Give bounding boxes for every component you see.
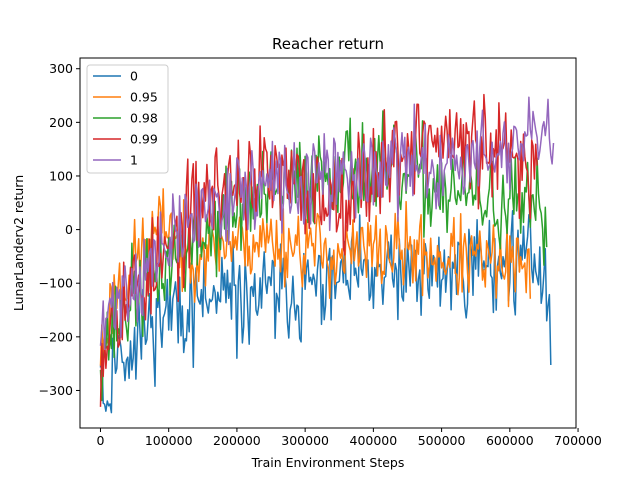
series-line-1 — [99, 96, 555, 351]
legend-label: 0.99 — [130, 132, 158, 147]
plot-frame — [79, 57, 577, 429]
y-tick-label: −200 — [39, 329, 73, 344]
x-tick-label: 200000 — [213, 433, 261, 448]
legend-box — [86, 64, 169, 174]
x-tick-label: 400000 — [350, 433, 398, 448]
y-tick-label: 300 — [49, 61, 73, 76]
x-tick-label: 700000 — [554, 433, 602, 448]
y-tick-label: −300 — [39, 383, 73, 398]
x-tick-label: 500000 — [418, 433, 466, 448]
legend-label: 0.98 — [130, 111, 158, 126]
y-tick-label: 200 — [49, 115, 73, 130]
y-tick-label: −100 — [39, 276, 73, 291]
y-axis-ticks: −300 −200 −100 0 100 200 300 — [39, 61, 80, 398]
series-line-0.99 — [99, 93, 538, 407]
x-axis-ticks: 0 100000 200000 300000 400000 500000 600000 700… — [96, 428, 602, 448]
series-line-0 — [99, 210, 552, 414]
x-tick-label: 0 — [96, 433, 104, 448]
legend-label: 1 — [130, 153, 138, 168]
y-tick-label: 0 — [65, 222, 73, 237]
legend: 0 0.95 0.98 0.99 1 — [86, 64, 169, 174]
chart-title: Reacher return — [272, 35, 384, 53]
x-tick-label: 100000 — [145, 433, 193, 448]
x-tick-label: 600000 — [486, 433, 534, 448]
x-tick-label: 300000 — [281, 433, 329, 448]
legend-label: 0 — [130, 69, 138, 84]
legend-label: 0.95 — [130, 90, 158, 105]
y-axis-label: LunarLanderv2 return — [11, 175, 26, 311]
x-axis-label: Train Environment Steps — [251, 455, 405, 470]
y-tick-label: 100 — [49, 168, 73, 183]
series-layer — [99, 93, 555, 414]
